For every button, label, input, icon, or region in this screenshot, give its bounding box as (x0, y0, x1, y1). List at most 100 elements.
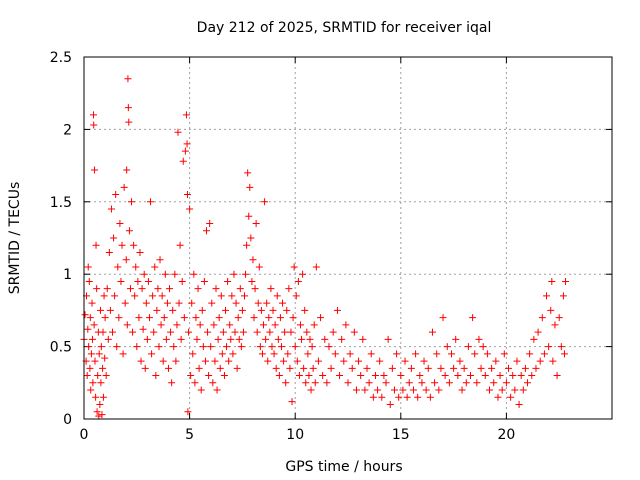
data-point (325, 343, 333, 351)
data-point (241, 292, 249, 300)
data-point (284, 350, 292, 358)
data-point (279, 299, 287, 307)
data-point (174, 128, 182, 136)
data-point (169, 306, 177, 314)
data-point (219, 328, 227, 336)
grid-lines (84, 57, 612, 419)
data-point (137, 357, 145, 365)
data-point (407, 364, 415, 372)
data-point (538, 314, 546, 322)
data-point (305, 372, 313, 380)
data-point (91, 166, 99, 174)
data-point (294, 277, 302, 285)
data-point (321, 335, 329, 343)
data-point (551, 321, 559, 329)
data-point (98, 411, 106, 419)
data-point (236, 285, 244, 293)
data-point (271, 321, 279, 329)
x-tick-label: 5 (185, 427, 194, 443)
data-point (118, 241, 126, 249)
data-point (378, 393, 386, 401)
data-point (268, 343, 276, 351)
data-point (477, 364, 485, 372)
data-point (386, 401, 394, 409)
data-point (191, 379, 199, 387)
data-point (254, 299, 262, 307)
data-point (342, 321, 350, 329)
data-point (134, 277, 142, 285)
data-point (445, 379, 453, 387)
data-point (114, 263, 122, 271)
data-point (311, 379, 319, 387)
data-point (507, 393, 515, 401)
data-point (93, 285, 101, 293)
data-point (469, 314, 477, 322)
data-point (511, 386, 519, 394)
data-point (367, 350, 375, 358)
data-point (253, 328, 261, 336)
data-point (437, 364, 445, 372)
data-point (296, 321, 304, 329)
x-tick-label: 0 (80, 427, 89, 443)
data-point (519, 386, 527, 394)
x-axis: 0 5 10 15 20 (80, 57, 515, 443)
data-point (286, 364, 294, 372)
data-point (357, 372, 365, 380)
data-point (526, 350, 534, 358)
data-point (119, 350, 127, 358)
data-point (124, 75, 132, 83)
data-point (201, 357, 209, 365)
data-point (502, 379, 510, 387)
y-tick-label: 1 (63, 267, 72, 283)
data-point (441, 372, 449, 380)
data-point (265, 314, 273, 322)
data-point (202, 227, 210, 235)
data-point (173, 321, 181, 329)
data-point (131, 292, 139, 300)
data-point (395, 393, 403, 401)
data-point (348, 364, 356, 372)
data-point (269, 306, 277, 314)
data-point (283, 306, 291, 314)
data-point (111, 292, 119, 300)
data-point (215, 314, 223, 322)
data-point (177, 335, 185, 343)
data-point (481, 372, 489, 380)
data-point (338, 335, 346, 343)
data-point (458, 386, 466, 394)
data-point (492, 357, 500, 365)
data-point (250, 314, 258, 322)
data-point (158, 292, 166, 300)
data-point (562, 277, 570, 285)
data-point (223, 343, 231, 351)
data-point (90, 121, 98, 129)
data-point (189, 350, 197, 358)
data-point (302, 379, 310, 387)
data-point (112, 191, 120, 199)
data-point (277, 343, 285, 351)
data-point (97, 343, 105, 351)
data-point (255, 263, 263, 271)
data-point (90, 111, 98, 119)
data-point (153, 306, 161, 314)
data-point (521, 364, 529, 372)
data-point (435, 386, 443, 394)
data-point (144, 277, 152, 285)
data-point (295, 372, 303, 380)
data-point (95, 350, 103, 358)
data-point (260, 321, 268, 329)
data-point (336, 372, 344, 380)
data-point (416, 372, 424, 380)
data-point (83, 372, 91, 380)
data-point (234, 314, 242, 322)
data-point (93, 408, 101, 416)
data-point (81, 311, 89, 319)
data-point (466, 372, 474, 380)
data-point (496, 372, 504, 380)
data-point (424, 364, 432, 372)
data-point (126, 285, 134, 293)
data-point (369, 393, 377, 401)
data-point (85, 277, 93, 285)
data-point (129, 328, 137, 336)
data-point (211, 357, 219, 365)
